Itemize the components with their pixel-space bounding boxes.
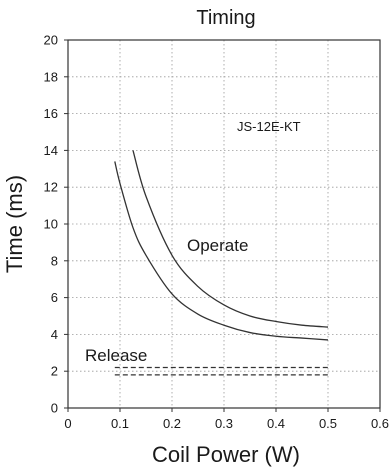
x-tick-label: 0.6 (371, 416, 389, 431)
y-tick-label: 14 (44, 143, 58, 158)
data-series (114, 150, 329, 376)
operate-label: Operate (187, 236, 248, 255)
y-tick-label: 2 (51, 364, 58, 379)
model-label: JS-12E-KT (237, 119, 301, 134)
y-tick-label: 6 (51, 290, 58, 305)
x-tick-label: 0.3 (215, 416, 233, 431)
y-tick-label: 4 (51, 327, 58, 342)
operate-curve-1 (114, 161, 329, 341)
grid-lines (68, 40, 380, 408)
operate-curve-0 (132, 150, 329, 328)
release-label: Release (85, 346, 147, 365)
y-tick-label: 18 (44, 69, 58, 84)
y-tick-label: 12 (44, 180, 58, 195)
y-tick-label: 8 (51, 253, 58, 268)
x-tick-label: 0 (64, 416, 71, 431)
x-tick-label: 0.2 (163, 416, 181, 431)
x-tick-label: 0.4 (267, 416, 285, 431)
y-tick-label: 10 (44, 217, 58, 232)
x-tick-label: 0.1 (111, 416, 129, 431)
chart-title: Timing (196, 7, 255, 29)
y-tick-label: 20 (44, 33, 58, 48)
y-axis-label: Time (ms) (2, 175, 27, 273)
y-tick-label: 16 (44, 106, 58, 121)
x-tick-label: 0.5 (319, 416, 337, 431)
x-axis-label: Coil Power (W) (152, 442, 300, 467)
y-tick-label: 0 (51, 401, 58, 416)
axis-ticks: 0 0.1 0.2 0.3 0.4 0.5 0.6 0 2 4 6 8 10 12 14 16 18 20 (44, 33, 390, 432)
